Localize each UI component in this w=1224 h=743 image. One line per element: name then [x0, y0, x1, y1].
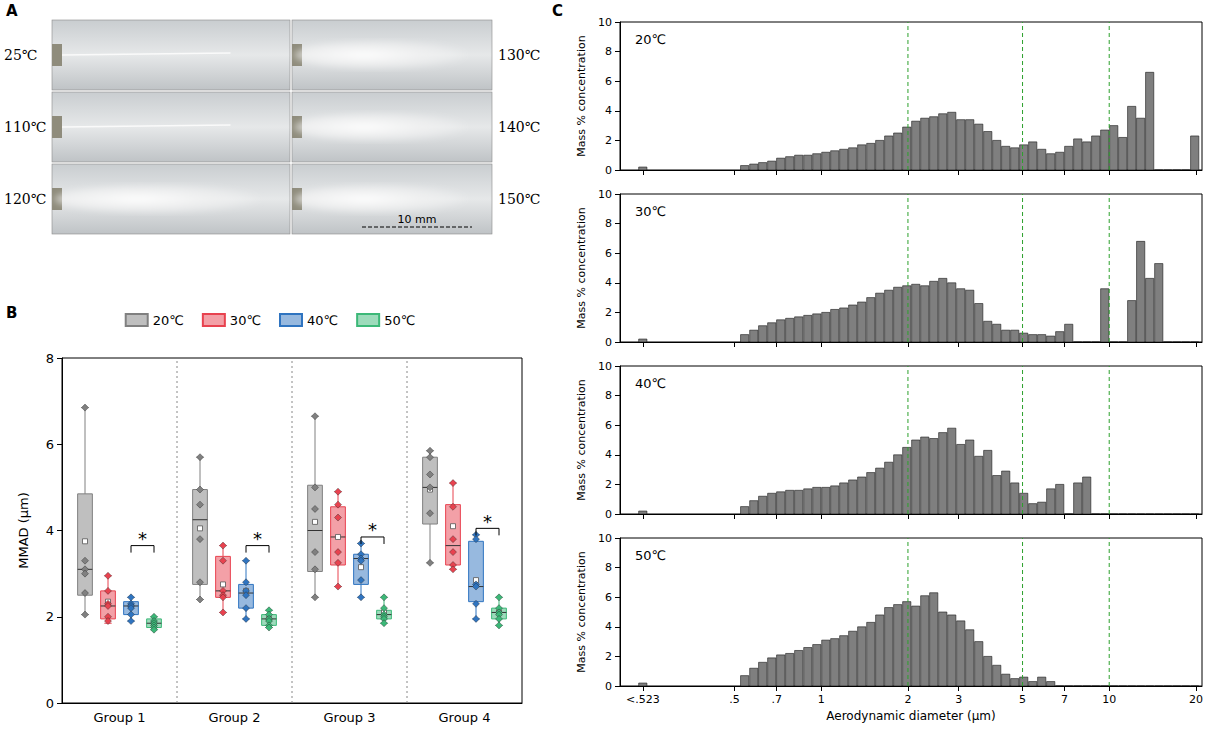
svg-text:Mass % concentration: Mass % concentration — [575, 35, 588, 156]
svg-text:10 mm: 10 mm — [398, 213, 437, 226]
svg-text:5: 5 — [1019, 693, 1026, 706]
svg-text:20: 20 — [1189, 693, 1203, 706]
svg-text:0: 0 — [605, 164, 612, 177]
svg-text:4: 4 — [605, 104, 612, 117]
svg-text:20℃: 20℃ — [635, 32, 666, 47]
svg-text:2: 2 — [605, 478, 612, 491]
svg-text:150℃: 150℃ — [498, 191, 540, 207]
svg-text:Mass % concentration: Mass % concentration — [575, 551, 588, 672]
svg-text:6: 6 — [46, 437, 54, 452]
svg-text:.5: .5 — [729, 693, 740, 706]
svg-text:25℃: 25℃ — [4, 47, 37, 63]
svg-text:Group 3: Group 3 — [324, 710, 376, 725]
svg-text:2: 2 — [605, 306, 612, 319]
svg-text:4: 4 — [605, 620, 612, 633]
svg-text:.7: .7 — [771, 693, 782, 706]
svg-text:1: 1 — [818, 693, 825, 706]
svg-text:2: 2 — [46, 609, 54, 624]
svg-text:Group 4: Group 4 — [439, 710, 491, 725]
svg-text:110℃: 110℃ — [4, 119, 46, 135]
svg-text:130℃: 130℃ — [498, 47, 540, 63]
svg-text:<.523: <.523 — [626, 693, 660, 706]
svg-text:Aerodynamic diameter (μm): Aerodynamic diameter (μm) — [826, 709, 995, 723]
svg-text:*: * — [483, 511, 492, 532]
svg-text:140℃: 140℃ — [498, 119, 540, 135]
svg-text:6: 6 — [605, 591, 612, 604]
html-text:B: B — [6, 304, 18, 322]
svg-text:0: 0 — [605, 680, 612, 693]
svg-text:10: 10 — [598, 188, 612, 201]
svg-text:20℃: 20℃ — [153, 313, 184, 328]
svg-text:40℃: 40℃ — [307, 313, 338, 328]
svg-text:8: 8 — [605, 561, 612, 574]
svg-text:0: 0 — [605, 508, 612, 521]
svg-text:Mass % concentration: Mass % concentration — [575, 379, 588, 500]
svg-text:30℃: 30℃ — [635, 204, 666, 219]
svg-text:50℃: 50℃ — [635, 548, 666, 563]
svg-text:10: 10 — [598, 16, 612, 29]
svg-text:4: 4 — [605, 448, 612, 461]
svg-text:Group 2: Group 2 — [209, 710, 261, 725]
svg-text:8: 8 — [605, 217, 612, 230]
html-text:C: C — [552, 2, 563, 20]
svg-text:6: 6 — [605, 75, 612, 88]
svg-text:3: 3 — [955, 693, 962, 706]
svg-text:40℃: 40℃ — [635, 376, 666, 391]
svg-text:*: * — [138, 528, 147, 549]
svg-text:6: 6 — [605, 419, 612, 432]
svg-text:Mass % concentration: Mass % concentration — [575, 207, 588, 328]
svg-text:2: 2 — [605, 134, 612, 147]
svg-text:10: 10 — [598, 532, 612, 545]
svg-text:30℃: 30℃ — [230, 313, 261, 328]
svg-text:*: * — [253, 528, 262, 549]
svg-text:0: 0 — [46, 696, 54, 711]
svg-text:0: 0 — [605, 336, 612, 349]
svg-text:8: 8 — [605, 45, 612, 58]
html-text:A: A — [6, 2, 18, 20]
svg-text:7: 7 — [1061, 693, 1068, 706]
svg-text:8: 8 — [605, 389, 612, 402]
svg-text:10: 10 — [598, 360, 612, 373]
svg-text:10: 10 — [1102, 693, 1116, 706]
svg-text:4: 4 — [605, 276, 612, 289]
svg-text:2: 2 — [605, 650, 612, 663]
svg-text:MMAD (μm): MMAD (μm) — [16, 492, 31, 569]
svg-text:120℃: 120℃ — [4, 191, 46, 207]
svg-text:2: 2 — [904, 693, 911, 706]
svg-text:4: 4 — [46, 523, 54, 538]
svg-text:*: * — [368, 519, 377, 540]
svg-text:50℃: 50℃ — [384, 313, 415, 328]
svg-text:8: 8 — [46, 351, 54, 366]
svg-text:Group 1: Group 1 — [94, 710, 146, 725]
svg-text:6: 6 — [605, 247, 612, 260]
